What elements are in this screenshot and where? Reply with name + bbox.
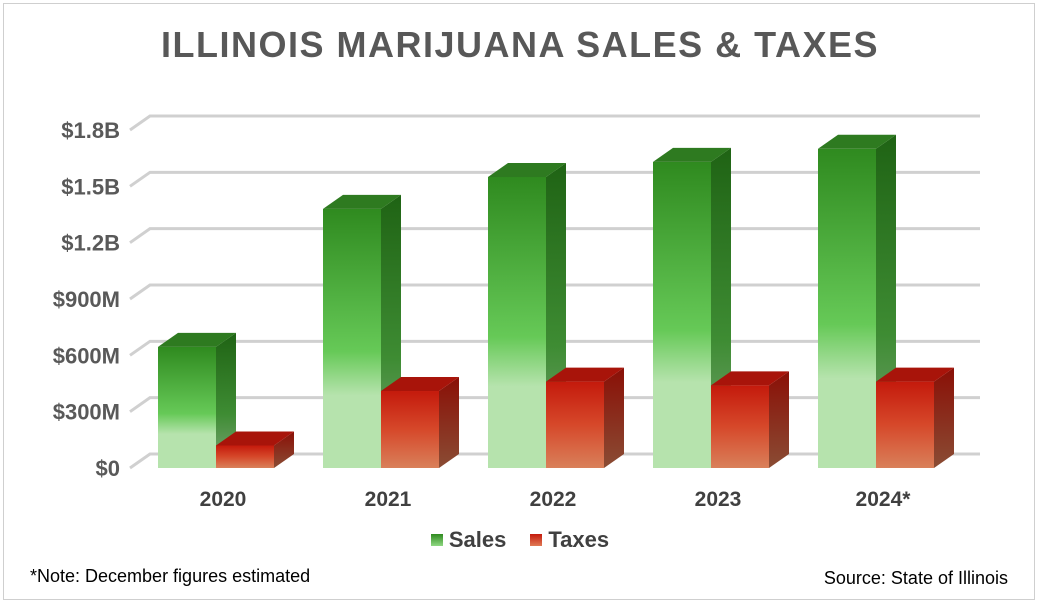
bar-taxes-top [381,377,459,392]
bar-taxes-side [934,367,954,468]
bar-taxes [381,391,439,468]
bar-sales-top [488,162,566,177]
x-tick-label: 2022 [530,488,577,511]
bar-sales-top [818,134,896,149]
bar-taxes [711,385,769,468]
bar-sales [818,148,876,468]
bar-taxes-side [274,431,294,468]
bar-sales-top [323,194,401,209]
bar-taxes-side [439,377,459,468]
bar-sales-top [158,332,236,347]
chart-legend: Sales Taxes [0,527,1040,553]
bar-sales [488,176,546,468]
bar-taxes [216,445,274,468]
bar-taxes [876,381,934,468]
y-tick-label: $600M [53,343,120,368]
gridline [129,114,980,132]
legend-swatch-taxes [530,534,543,546]
bar-taxes-top [876,367,954,382]
y-tick-label: $1.5B [61,174,120,199]
y-tick-label: $300M [53,400,120,425]
bar-sales-top [653,147,731,162]
source-credit: Source: State of Illinois [823,568,1008,588]
x-tick-label: 2021 [365,488,412,511]
x-tick-label: 2020 [200,488,247,511]
y-tick-label: $1.2B [61,231,120,256]
y-tick-label: $0 [96,456,120,481]
y-tick-label: $900M [53,287,120,312]
x-tick-label: 2024* [856,488,912,511]
legend-item-sales: Sales [430,527,507,553]
legend-item-taxes: Taxes [530,527,609,553]
bar-taxes-side [604,367,624,468]
bar-taxes-top [711,371,789,386]
x-tick-label: 2023 [695,488,742,511]
bar-sales-side [216,332,236,468]
bar-taxes [546,381,604,468]
legend-label-taxes: Taxes [548,527,610,552]
bar-taxes-top [216,431,294,446]
bar-sales [653,161,711,468]
bar-sales [323,208,381,468]
chart-title: ILLINOIS MARIJUANA SALES & TAXES [160,24,880,65]
footnote: *Note: December figures estimated [30,566,311,586]
bar-sales [158,346,216,468]
legend-label-sales: Sales [448,527,507,552]
y-tick-label: $1.8B [61,118,120,143]
bar-taxes-top [546,367,624,382]
bar-taxes-side [769,371,789,468]
legend-swatch-sales [430,534,443,546]
